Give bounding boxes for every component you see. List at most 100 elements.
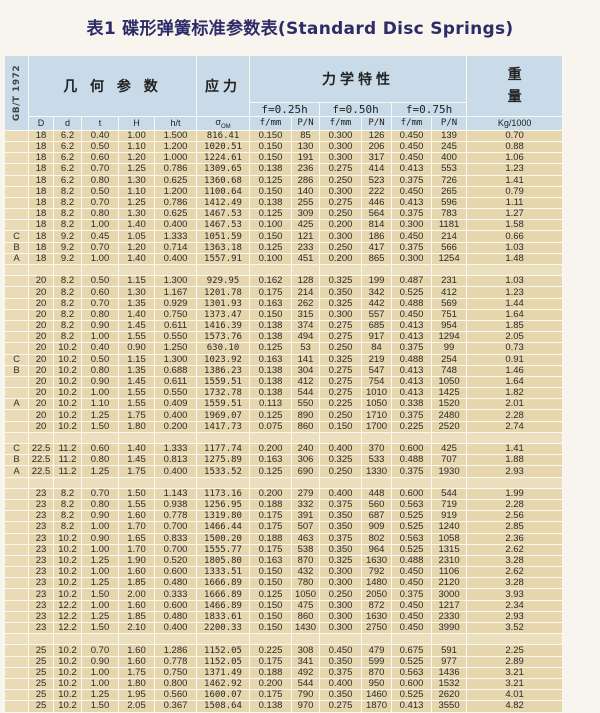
cell-p3: 1520 — [431, 398, 468, 411]
cell-f2: 0.200 — [319, 219, 363, 232]
cell-p1: 85 — [291, 129, 321, 142]
table-row: 18 6.2 0.60 1.20 1.000 1224.61 0.150 191 0.300 31… — [4, 152, 564, 165]
empty-cell — [196, 264, 251, 277]
geometry-header: 几 何 参 数 — [27, 55, 198, 117]
cell-D: 20 — [28, 375, 54, 389]
cell-p3: 566 — [431, 241, 468, 254]
cell-p2: 1630 — [361, 610, 393, 624]
cell-f1: 0.175 — [249, 521, 293, 534]
cell-ht: 1.167 — [153, 286, 198, 299]
cell-p1: 240 — [291, 443, 321, 456]
cell-series — [4, 622, 29, 635]
cell-p2: 2050 — [361, 588, 393, 601]
cell-p1: 790 — [291, 689, 321, 702]
table-row: 23 8.2 0.70 1.50 1.143 1173.16 0.200 279 0.400 44… — [4, 487, 564, 500]
table-row: 18 6.2 0.80 1.30 0.625 1360.68 0.125 286 0.250 52… — [4, 174, 564, 187]
cell-ht: 0.550 — [153, 331, 198, 344]
cell-f3: 0.300 — [391, 252, 433, 266]
cell-f3: 0.488 — [391, 454, 433, 467]
empty-cell — [391, 431, 433, 445]
empty-cell — [81, 264, 119, 277]
table-body: 18 6.2 0.40 1.00 1.500 816.41 0.150 85 0.300 126 0… — [4, 129, 564, 713]
empty-cell — [28, 431, 54, 445]
cell-d: 8.2 — [53, 297, 82, 310]
cell-f3: 0.413 — [391, 196, 433, 210]
cell-f2: 0.325 — [319, 275, 363, 288]
cell-f1: 0.125 — [249, 342, 293, 355]
cell-sigma: 1177.74 — [196, 443, 251, 456]
cell-f2: 0.275 — [319, 700, 363, 713]
cell-d: 8.2 — [53, 510, 82, 523]
cell-H: 2.10 — [118, 622, 155, 635]
cell-f2: 0.400 — [319, 677, 363, 691]
empty-cell — [53, 264, 82, 277]
cell-sigma: 1152.05 — [196, 655, 251, 668]
cell-D: 20 — [28, 331, 54, 344]
cell-sigma: 1319.80 — [196, 510, 251, 523]
cell-weight: 2.28 — [466, 498, 564, 512]
cell-f2: 0.300 — [319, 566, 363, 579]
cell-t: 0.80 — [81, 364, 119, 377]
cell-f3: 0.450 — [391, 610, 433, 624]
cell-f3: 0.600 — [391, 487, 433, 500]
cell-H: 1.20 — [118, 241, 155, 254]
cell-t: 1.10 — [81, 398, 119, 411]
table-row: 23 8.2 0.80 1.55 0.938 1256.95 0.188 332 0.375 56… — [4, 498, 564, 512]
cell-D: 23 — [28, 610, 54, 624]
cell-series — [4, 129, 29, 142]
cell-ht: 1.000 — [153, 152, 198, 165]
cell-weight: 1.46 — [466, 364, 564, 377]
cell-p1: 432 — [291, 566, 321, 579]
cell-d: 10.2 — [53, 577, 82, 590]
cell-d: 9.2 — [53, 230, 82, 243]
cell-p3: 2520 — [431, 420, 468, 433]
empty-cell — [319, 431, 363, 445]
cell-ht: 0.750 — [153, 308, 198, 321]
cell-p1: 451 — [291, 252, 321, 266]
col-kg: Kg/1000 — [466, 116, 564, 131]
cell-d: 10.2 — [53, 387, 82, 400]
cell-weight: 1.03 — [466, 241, 564, 254]
cell-series — [4, 566, 29, 579]
cell-ht: 0.813 — [153, 454, 198, 467]
cell-series — [4, 174, 29, 187]
cell-sigma: 1555.77 — [196, 543, 251, 556]
group-separator — [4, 633, 564, 646]
cell-ht: 0.625 — [153, 174, 198, 187]
cell-H: 1.60 — [118, 644, 155, 657]
cell-p2: 870 — [361, 666, 393, 679]
cell-f2: 0.275 — [319, 196, 363, 210]
empty-cell — [319, 633, 363, 646]
cell-H: 1.40 — [118, 219, 155, 232]
f025-header: f=0.25h — [249, 102, 321, 117]
cell-f1: 0.125 — [249, 409, 293, 422]
cell-ht: 1.286 — [153, 644, 198, 657]
cell-t: 0.40 — [81, 129, 119, 142]
cell-f1: 0.138 — [249, 163, 293, 176]
cell-p2: 222 — [361, 185, 393, 198]
cell-series — [4, 588, 29, 601]
cell-D: 25 — [28, 666, 54, 679]
cell-ht: 0.625 — [153, 208, 198, 221]
cell-d: 8.2 — [53, 521, 82, 534]
cell-p1: 286 — [291, 174, 321, 187]
cell-f1: 0.150 — [249, 308, 293, 321]
empty-cell — [319, 264, 363, 277]
cell-f1: 0.150 — [249, 129, 293, 142]
empty-cell — [28, 264, 54, 277]
cell-ht: 0.786 — [153, 163, 198, 176]
cell-series — [4, 689, 29, 702]
cell-sigma: 1466.44 — [196, 521, 251, 534]
cell-t: 0.70 — [81, 163, 119, 176]
cell-sigma: 1969.07 — [196, 409, 251, 422]
cell-D: 22.5 — [28, 465, 54, 478]
cell-sigma: 1508.64 — [196, 700, 251, 713]
cell-ht: 0.600 — [153, 599, 198, 612]
cell-f1: 0.162 — [249, 275, 293, 288]
cell-sigma: 1467.53 — [196, 208, 251, 221]
cell-p1: 141 — [291, 353, 321, 366]
cell-ht: 0.480 — [153, 577, 198, 590]
cell-sigma: 1275.89 — [196, 454, 251, 467]
cell-series — [4, 219, 29, 232]
cell-p1: 494 — [291, 331, 321, 344]
